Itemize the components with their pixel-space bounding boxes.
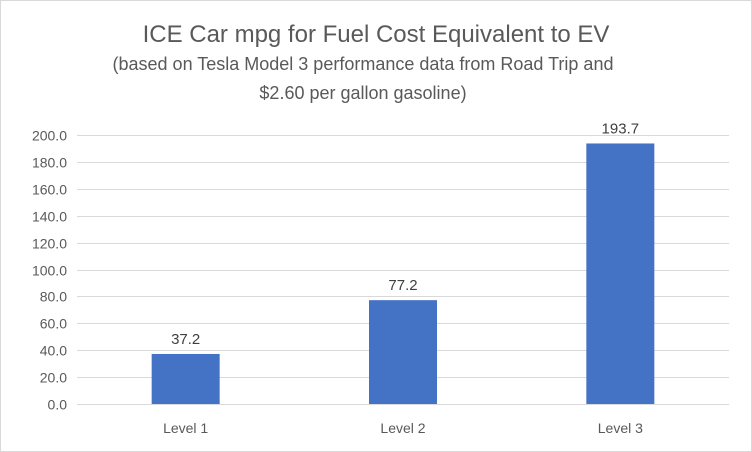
bar-level-2 — [369, 300, 437, 404]
y-tick-label: 120.0 — [32, 236, 67, 252]
bars — [151, 143, 655, 404]
y-tick-label: 100.0 — [32, 263, 67, 279]
x-tick-label: Level 2 — [380, 420, 425, 436]
y-tick-label: 80.0 — [40, 289, 67, 305]
bar-level-1 — [151, 353, 220, 404]
y-tick-label: 180.0 — [32, 155, 67, 171]
y-tick-label: 60.0 — [40, 316, 67, 332]
y-axis-tick-labels: 0.0 20.0 40.0 60.0 80.0 100.0 120.0 140.0 160.0 1… — [32, 128, 67, 413]
chart-title: ICE Car mpg for Fuel Cost Equivalent to … — [143, 21, 610, 48]
chart-subtitle-line-1: (based on Tesla Model 3 performance data… — [113, 54, 614, 74]
bar-level-3 — [586, 143, 655, 404]
data-labels: 37.2 77.2 193.7 — [171, 120, 639, 347]
x-axis-tick-labels: Level 1 Level 2 Level 3 — [163, 420, 643, 436]
x-tick-label: Level 3 — [598, 420, 643, 436]
y-tick-label: 160.0 — [32, 182, 67, 198]
data-label: 37.2 — [171, 331, 200, 348]
y-tick-label: 200.0 — [32, 128, 67, 144]
y-tick-label: 20.0 — [40, 370, 67, 386]
data-label: 77.2 — [388, 277, 417, 294]
chart-subtitle-line-2: $2.60 per gallon gasoline) — [259, 83, 466, 103]
data-label: 193.7 — [602, 120, 640, 137]
y-tick-label: 140.0 — [32, 209, 67, 225]
y-tick-label: 0.0 — [48, 397, 68, 413]
x-tick-label: Level 1 — [163, 420, 208, 436]
y-tick-label: 40.0 — [40, 343, 67, 359]
